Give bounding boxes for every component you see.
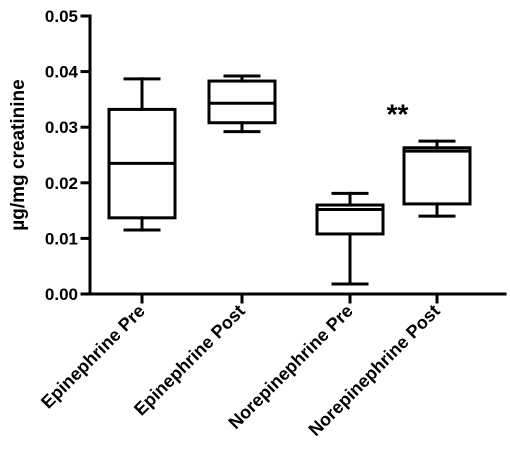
y-tick-label: 0.03 bbox=[45, 118, 78, 137]
y-axis-title: µg/mg creatinine bbox=[8, 79, 29, 230]
box-3 bbox=[402, 139, 472, 218]
x-category-label: Epinephrine Pre bbox=[37, 301, 149, 413]
y-tick-label: 0.00 bbox=[45, 285, 78, 304]
y-tick-label: 0.02 bbox=[45, 174, 78, 193]
y-tick-label: 0.01 bbox=[45, 229, 78, 248]
boxes bbox=[107, 74, 472, 286]
y-tick-label: 0.04 bbox=[45, 63, 79, 82]
box-0 bbox=[107, 77, 177, 232]
y-tick-label: 0.05 bbox=[45, 7, 78, 26]
annotations: ** bbox=[387, 98, 409, 129]
box-iqr bbox=[402, 146, 472, 206]
box-2 bbox=[315, 191, 385, 286]
significance-marker: ** bbox=[387, 98, 409, 129]
box-1 bbox=[207, 74, 277, 134]
x-category-label: Epinephrine Post bbox=[130, 301, 249, 420]
y-axis: 0.00 0.01 0.02 0.03 0.04 0.05 bbox=[45, 7, 92, 304]
